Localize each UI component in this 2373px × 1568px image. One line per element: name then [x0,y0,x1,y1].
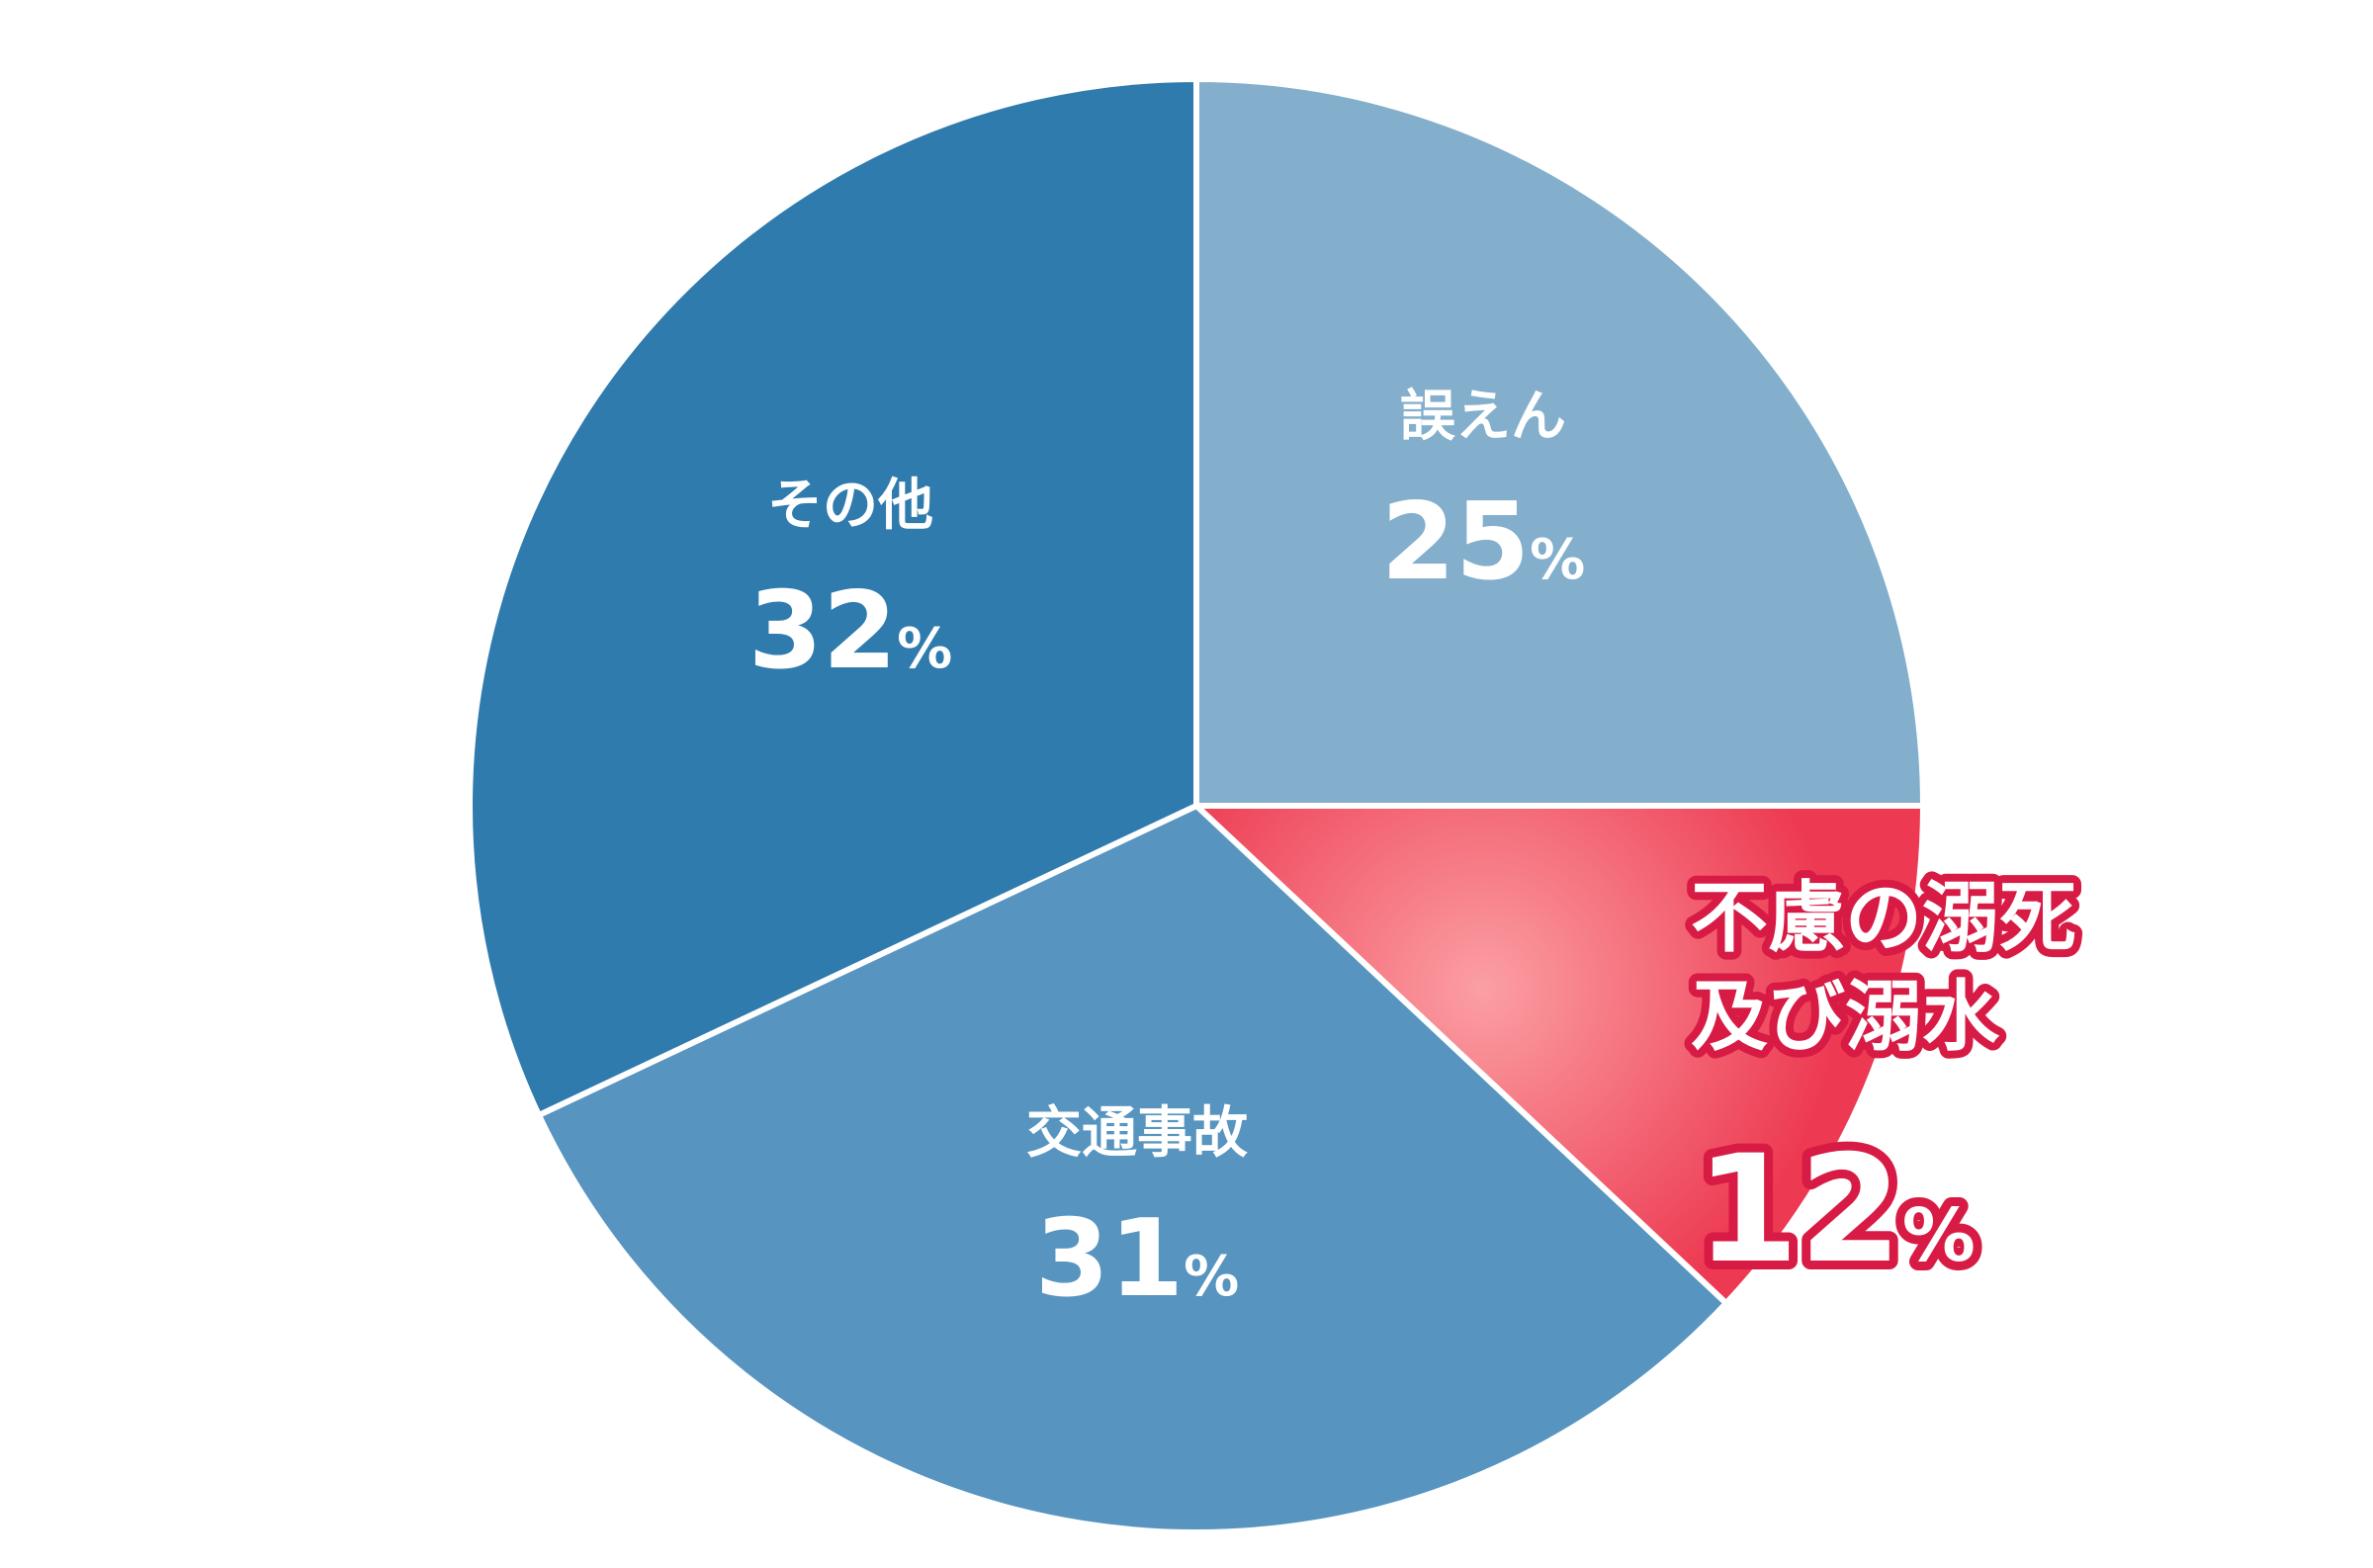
slice-value-4: 32% [748,569,952,693]
slice-value-1: 25% [1381,480,1585,604]
slice-label-1: 誤えん [1400,385,1566,449]
pie-slice-4 [467,76,1199,1118]
slice-value-3: 31% [1035,1197,1239,1321]
pie-slices [467,76,1926,1535]
pie-slice-2 [1193,803,1926,1307]
highlight-slice-value: 12% [1696,1124,1976,1296]
highlight-slice-label-line-1: 不慮の溺死 [1691,874,2076,963]
highlight-slice-label-line-2: 及び溺水 [1691,973,2000,1062]
slice-label-4: その他 [767,474,933,538]
pie-slice-3 [535,803,1729,1535]
pie-slice-1 [1193,76,1926,809]
slice-label-3: 交通事故 [1026,1101,1248,1166]
